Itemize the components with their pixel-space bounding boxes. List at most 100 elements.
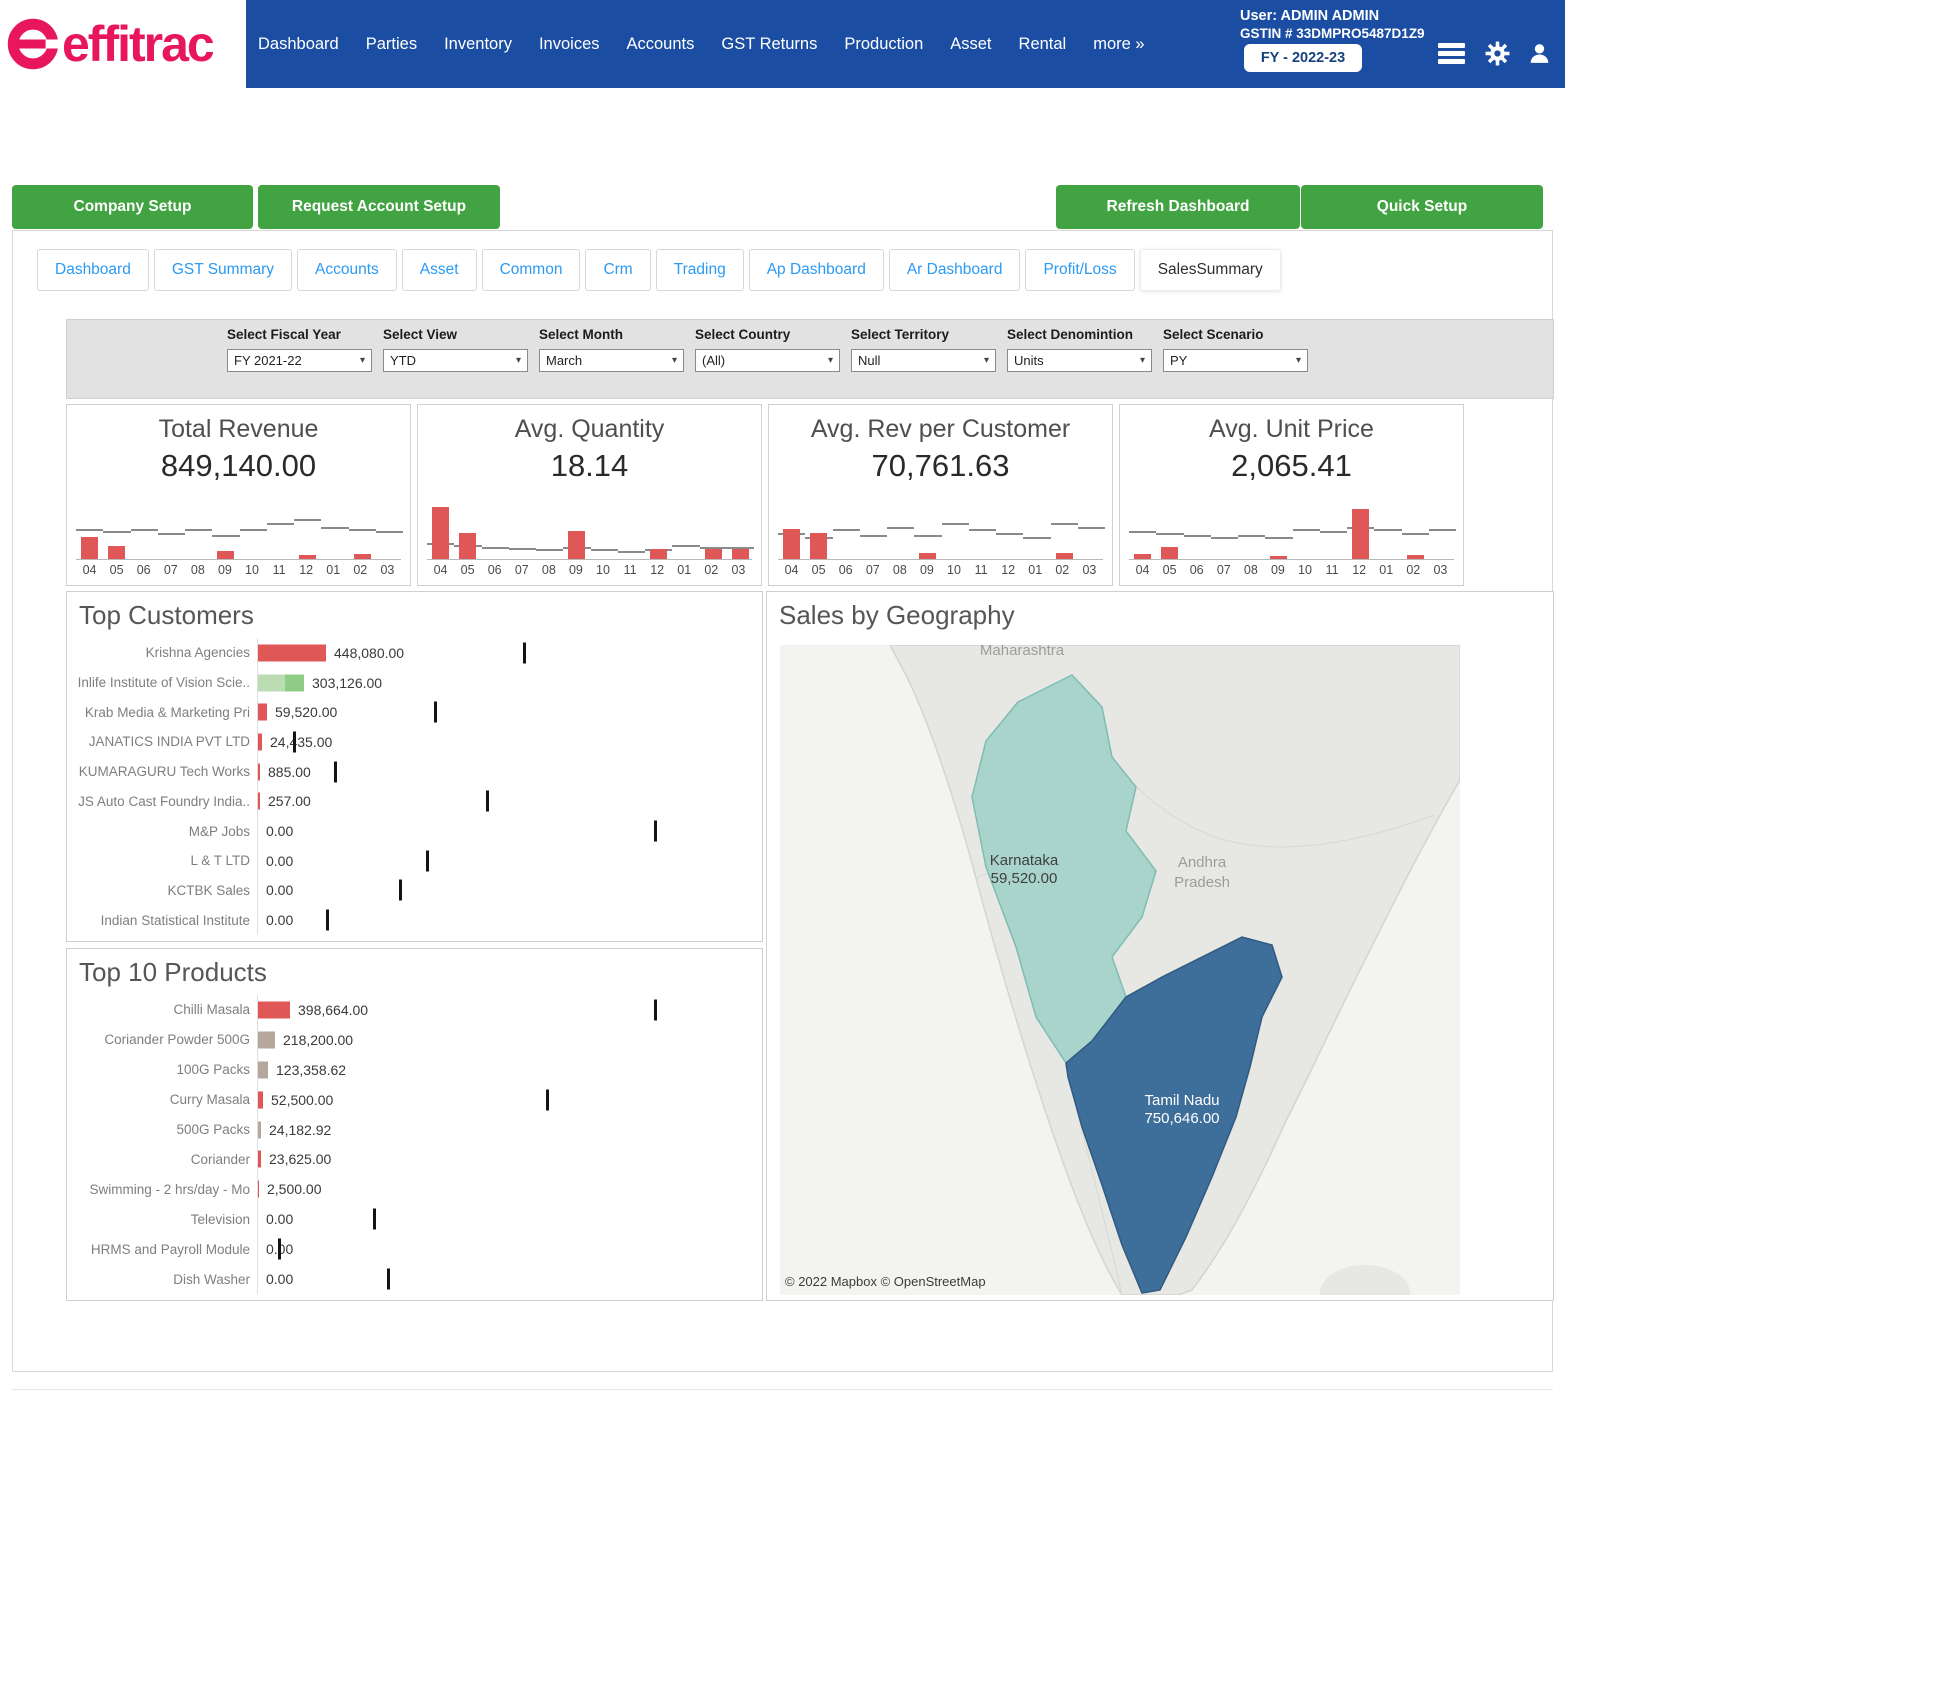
dashboard-panel: Dashboard GST Summary Accounts Asset Common C… [12, 230, 1554, 1372]
nav-item-rental[interactable]: Rental [1018, 34, 1067, 53]
logo[interactable]: effitrac [0, 0, 246, 88]
tab-crm[interactable]: Crm [585, 249, 651, 291]
filter-value: FY 2021-22 [234, 353, 302, 368]
filter-select-select-month[interactable]: March ▾ [539, 349, 684, 372]
gstin: GSTIN # 33DMPRO5487D1Z9 [1240, 26, 1425, 41]
filter-select-select-territory[interactable]: Null ▾ [851, 349, 996, 372]
value-bar[interactable] [258, 1150, 261, 1168]
quick-setup-button[interactable]: Quick Setup [1301, 185, 1543, 229]
month-axis: 04 05 06 07 08 09 10 11 12 01 02 03 [76, 559, 401, 577]
tab-common[interactable]: Common [481, 249, 581, 291]
kpi-value: 18.14 [550, 448, 629, 483]
bar-row: HRMS and Payroll Module 0.00 [67, 1234, 752, 1265]
tab-gst-summary[interactable]: GST Summary [153, 249, 293, 291]
month-bar [1134, 554, 1152, 559]
company-setup-button[interactable]: Company Setup [12, 185, 253, 229]
bar-row-label: M&P Jobs [188, 823, 250, 839]
tamil-nadu-label: Tamil Nadu [1144, 1092, 1219, 1109]
request-account-setup-button[interactable]: Request Account Setup [258, 185, 500, 229]
tab-profit-loss[interactable]: Profit/Loss [1025, 249, 1135, 291]
py-line-segment [266, 523, 294, 525]
tamil-nadu-region[interactable] [1065, 936, 1283, 1294]
value-bar[interactable] [258, 1031, 275, 1049]
nav-item-dashboard[interactable]: Dashboard [258, 34, 339, 53]
user-icon[interactable] [1527, 41, 1552, 66]
bar-value: 0.00 [266, 852, 294, 869]
tab-ap-dashboard[interactable]: Ap Dashboard [748, 249, 884, 291]
py-line-segment [481, 547, 509, 549]
value-bar[interactable] [258, 1001, 290, 1019]
tab-accounts[interactable]: Accounts [297, 249, 397, 291]
filter-select-select-view[interactable]: YTD ▾ [383, 349, 528, 372]
tab-salessummary[interactable]: SalesSummary [1139, 249, 1281, 291]
value-bar[interactable] [258, 1180, 259, 1198]
bar-row: Indian Statistical Institute 0.00 [67, 905, 752, 936]
value-bar[interactable] [258, 733, 262, 751]
geography-map: Maharashtra Karnataka 59,520.00 Andhra P… [780, 645, 1460, 1295]
tab-trading[interactable]: Trading [655, 249, 744, 291]
bar-row-chart: 398,664.00 [257, 995, 752, 1025]
value-bar[interactable] [258, 792, 260, 810]
value-bar[interactable] [258, 703, 267, 721]
filter-value: Units [1014, 353, 1044, 368]
filter-select-denomintion: Select Denomintion Units ▾ [1007, 327, 1152, 372]
gear-icon[interactable] [1484, 40, 1511, 67]
nav-item-accounts[interactable]: Accounts [626, 34, 695, 53]
filter-select-select-fiscal-year[interactable]: FY 2021-22 ▾ [227, 349, 372, 372]
filter-select-select-denomintion[interactable]: Units ▾ [1007, 349, 1152, 372]
py-line-segment [832, 529, 860, 531]
bar-row-label: Inlife Institute of Vision Scie.. [77, 675, 250, 690]
month-bar [810, 533, 828, 559]
kpi-mini-chart [778, 489, 1105, 559]
filter-select-select-scenario[interactable]: PY ▾ [1163, 349, 1308, 372]
value-bar[interactable] [258, 644, 326, 662]
filter-value: March [546, 353, 583, 368]
nav-item-more[interactable]: more » [1093, 34, 1145, 53]
filter-label: Select Country [695, 327, 791, 342]
tab-ar-dashboard[interactable]: Ar Dashboard [888, 249, 1021, 291]
top-customers-panel: Top Customers Krishna Agencies 448,080.00… [66, 591, 763, 942]
map-attribution: © 2022 Mapbox © OpenStreetMap [785, 1274, 986, 1289]
bar-value: 23,625.00 [269, 1151, 332, 1168]
py-line-segment [617, 551, 645, 553]
bar-row: Krishna Agencies 448,080.00 [67, 638, 752, 668]
bar-row: Coriander 23,625.00 [67, 1144, 752, 1175]
bar-row-label: Dish Washer [173, 1271, 250, 1287]
month-bar [353, 554, 371, 559]
nav-item-inventory[interactable]: Inventory [444, 34, 512, 53]
nav-item-gst-returns[interactable]: GST Returns [721, 34, 818, 53]
value-bar[interactable] [258, 1091, 263, 1109]
filter-value: (All) [702, 353, 726, 368]
tab-asset[interactable]: Asset [401, 249, 477, 291]
month-bar [1161, 547, 1179, 559]
list-icon[interactable] [1438, 42, 1468, 66]
nav-item-parties[interactable]: Parties [365, 34, 418, 53]
kpi-card-total-revenue: Total Revenue 849,140.00 04 05 06 07 08 09 10 11 1… [66, 404, 411, 586]
nav-item-asset[interactable]: Asset [950, 34, 992, 53]
bar-row-label: JS Auto Cast Foundry India.. [78, 793, 250, 809]
bar-row: KUMARAGURU Tech Works 885.00 [67, 756, 752, 787]
karnataka-region[interactable] [971, 674, 1157, 1065]
filter-label: Select Month [539, 327, 624, 342]
nav-item-invoices[interactable]: Invoices [538, 34, 600, 53]
month-bar [1055, 553, 1073, 559]
tab-dashboard[interactable]: Dashboard [37, 249, 149, 291]
value-bar[interactable] [258, 1121, 261, 1139]
fiscal-year-button[interactable]: FY - 2022-23 [1244, 44, 1362, 72]
py-line-segment [1319, 531, 1347, 533]
kpi-value: 849,140.00 [160, 448, 317, 483]
kpi-mini-chart [76, 489, 403, 559]
value-bar[interactable] [258, 763, 260, 781]
bar-value: 0.00 [266, 882, 294, 899]
value-bar[interactable] [258, 1061, 268, 1079]
filter-select-select-country[interactable]: (All) ▾ [695, 349, 840, 372]
month-bar [568, 531, 586, 559]
bar-value: 303,126.00 [312, 674, 383, 691]
effitrac-logo-icon [7, 18, 60, 70]
month-bar [783, 529, 801, 559]
bar-row-label: Coriander [190, 1151, 250, 1167]
map-island [1320, 1265, 1410, 1295]
refresh-dashboard-button[interactable]: Refresh Dashboard [1056, 185, 1300, 229]
bar-value: 0.00 [266, 912, 294, 929]
nav-item-production[interactable]: Production [844, 34, 924, 53]
